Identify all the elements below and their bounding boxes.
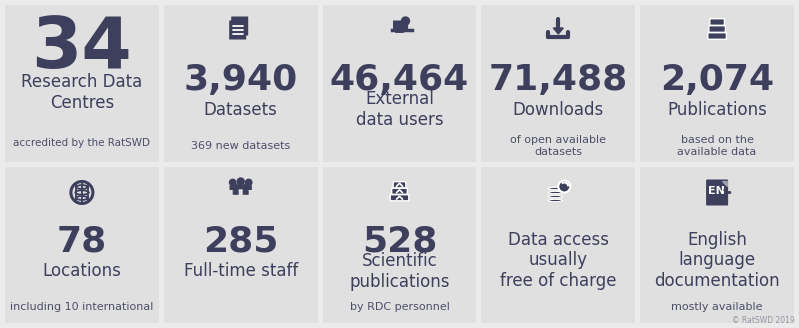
FancyBboxPatch shape: [709, 26, 725, 32]
FancyBboxPatch shape: [323, 5, 476, 161]
Text: Publications: Publications: [667, 101, 767, 119]
Polygon shape: [553, 28, 563, 34]
FancyBboxPatch shape: [706, 179, 728, 206]
Ellipse shape: [548, 199, 562, 202]
Text: by RDC personnel: by RDC personnel: [350, 302, 449, 312]
Text: 369 new datasets: 369 new datasets: [191, 141, 290, 151]
Text: 46,464: 46,464: [330, 63, 469, 97]
Text: Full-time staff: Full-time staff: [184, 262, 298, 280]
Ellipse shape: [548, 187, 562, 190]
Text: accredited by the RatSWD: accredited by the RatSWD: [14, 138, 150, 148]
Circle shape: [233, 184, 239, 191]
Text: External
data users: External data users: [356, 91, 443, 129]
FancyBboxPatch shape: [5, 5, 159, 161]
Circle shape: [237, 178, 244, 185]
Text: 78: 78: [57, 225, 107, 258]
FancyBboxPatch shape: [233, 190, 239, 195]
Text: Data access
usually
free of charge: Data access usually free of charge: [500, 231, 617, 290]
Ellipse shape: [548, 195, 562, 198]
FancyBboxPatch shape: [229, 185, 236, 190]
Text: Scientific
publications: Scientific publications: [349, 252, 450, 291]
Text: 3,940: 3,940: [184, 63, 298, 97]
Text: English
language
documentation: English language documentation: [654, 231, 780, 290]
FancyBboxPatch shape: [245, 185, 252, 190]
Text: Datasets: Datasets: [204, 101, 277, 119]
FancyBboxPatch shape: [482, 167, 635, 323]
FancyBboxPatch shape: [323, 167, 476, 323]
FancyBboxPatch shape: [243, 190, 248, 195]
Text: 285: 285: [203, 225, 278, 258]
Text: EN: EN: [708, 187, 725, 196]
FancyBboxPatch shape: [708, 33, 726, 39]
FancyBboxPatch shape: [390, 195, 409, 201]
FancyBboxPatch shape: [482, 5, 635, 161]
FancyBboxPatch shape: [392, 188, 407, 194]
Text: 528: 528: [362, 225, 437, 258]
Ellipse shape: [548, 191, 562, 194]
Text: 34: 34: [31, 14, 133, 83]
FancyBboxPatch shape: [640, 167, 794, 323]
FancyBboxPatch shape: [393, 182, 406, 188]
Text: 2,074: 2,074: [660, 63, 774, 97]
FancyBboxPatch shape: [5, 167, 159, 323]
FancyBboxPatch shape: [231, 16, 248, 35]
FancyBboxPatch shape: [640, 5, 794, 161]
Text: including 10 international: including 10 international: [10, 302, 153, 312]
Circle shape: [559, 180, 570, 193]
FancyBboxPatch shape: [237, 185, 244, 189]
FancyBboxPatch shape: [164, 5, 317, 161]
Text: of open available
datasets: of open available datasets: [511, 135, 606, 157]
Text: Research Data
Centres: Research Data Centres: [22, 73, 142, 112]
FancyBboxPatch shape: [393, 20, 404, 30]
Text: based on the
available data: based on the available data: [678, 135, 757, 157]
Text: 71,488: 71,488: [489, 63, 628, 97]
FancyBboxPatch shape: [710, 19, 725, 25]
Circle shape: [229, 179, 236, 186]
Circle shape: [245, 179, 252, 186]
Text: © RatSWD 2019: © RatSWD 2019: [732, 316, 795, 325]
Text: Locations: Locations: [42, 262, 121, 280]
FancyBboxPatch shape: [229, 20, 246, 39]
Circle shape: [402, 17, 410, 25]
Text: Downloads: Downloads: [513, 101, 604, 119]
FancyBboxPatch shape: [164, 167, 317, 323]
Polygon shape: [722, 180, 727, 186]
Circle shape: [243, 184, 248, 191]
Text: mostly available: mostly available: [671, 302, 763, 312]
